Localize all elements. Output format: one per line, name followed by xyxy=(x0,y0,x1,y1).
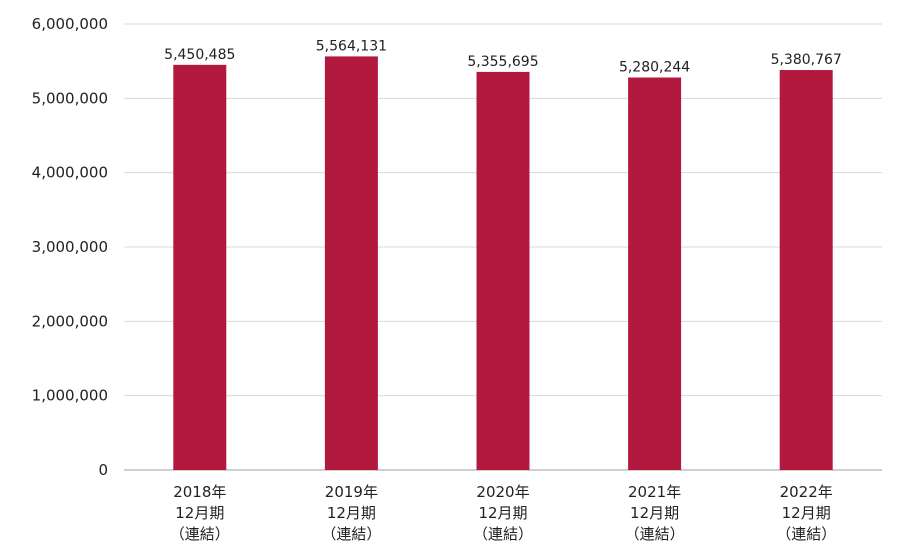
x-tick-label-line: 2019年 xyxy=(325,483,378,501)
bar xyxy=(173,64,227,470)
y-tick-label: 2,000,000 xyxy=(32,312,108,330)
y-axis: 0 1,000,000 2,000,000 3,000,000 4,000,000 5,0… xyxy=(32,15,108,479)
y-tick-label: 6,000,000 xyxy=(32,15,108,33)
y-tick-label: 0 xyxy=(98,461,108,479)
data-label: 5,564,131 xyxy=(316,38,387,54)
x-tick-label-line: 2022年 xyxy=(780,483,833,501)
y-tick-label: 5,000,000 xyxy=(32,89,108,107)
data-label: 5,380,767 xyxy=(771,52,842,68)
x-tick-label-line: （連結） xyxy=(170,525,230,543)
y-tick-label: 1,000,000 xyxy=(32,387,108,405)
x-tick-label-line: 12月期 xyxy=(327,504,376,522)
x-tick-label-line: （連結） xyxy=(473,525,533,543)
x-tick-label: 2020年 12月期 （連結） xyxy=(473,483,533,543)
x-tick-label-line: 12月期 xyxy=(630,504,679,522)
x-tick-label-line: 12月期 xyxy=(175,504,224,522)
x-tick-label-line: 2018年 xyxy=(173,483,226,501)
x-tick-label: 2019年 12月期 （連結） xyxy=(321,483,381,543)
bar xyxy=(476,71,530,470)
y-tick-label: 3,000,000 xyxy=(32,238,108,256)
x-tick-label: 2018年 12月期 （連結） xyxy=(170,483,230,543)
data-label: 5,450,485 xyxy=(164,47,235,63)
x-tick-label-line: （連結） xyxy=(776,525,836,543)
bars xyxy=(173,56,833,470)
bar xyxy=(324,56,378,470)
bar xyxy=(628,77,682,470)
data-labels: 5,450,485 5,564,131 5,355,695 5,280,244 5,38… xyxy=(164,38,842,75)
y-tick-label: 4,000,000 xyxy=(32,164,108,182)
data-label: 5,280,244 xyxy=(619,60,690,76)
x-tick-label-line: 12月期 xyxy=(782,504,831,522)
x-axis: 2018年12月期（連結）2019年12月期（連結）2020年12月期（連結）2… xyxy=(170,483,836,543)
x-tick-label: 2021年 12月期 （連結） xyxy=(625,483,685,543)
data-label: 5,355,695 xyxy=(467,54,538,70)
x-tick-label-line: 2020年 xyxy=(476,483,529,501)
x-tick-label-line: （連結） xyxy=(625,525,685,543)
x-tick-label-line: 2021年 xyxy=(628,483,681,501)
x-tick-label-line: （連結） xyxy=(321,525,381,543)
bar xyxy=(779,70,833,470)
x-tick-label-line: 12月期 xyxy=(478,504,527,522)
x-tick-label: 2022年 12月期 （連結） xyxy=(776,483,836,543)
